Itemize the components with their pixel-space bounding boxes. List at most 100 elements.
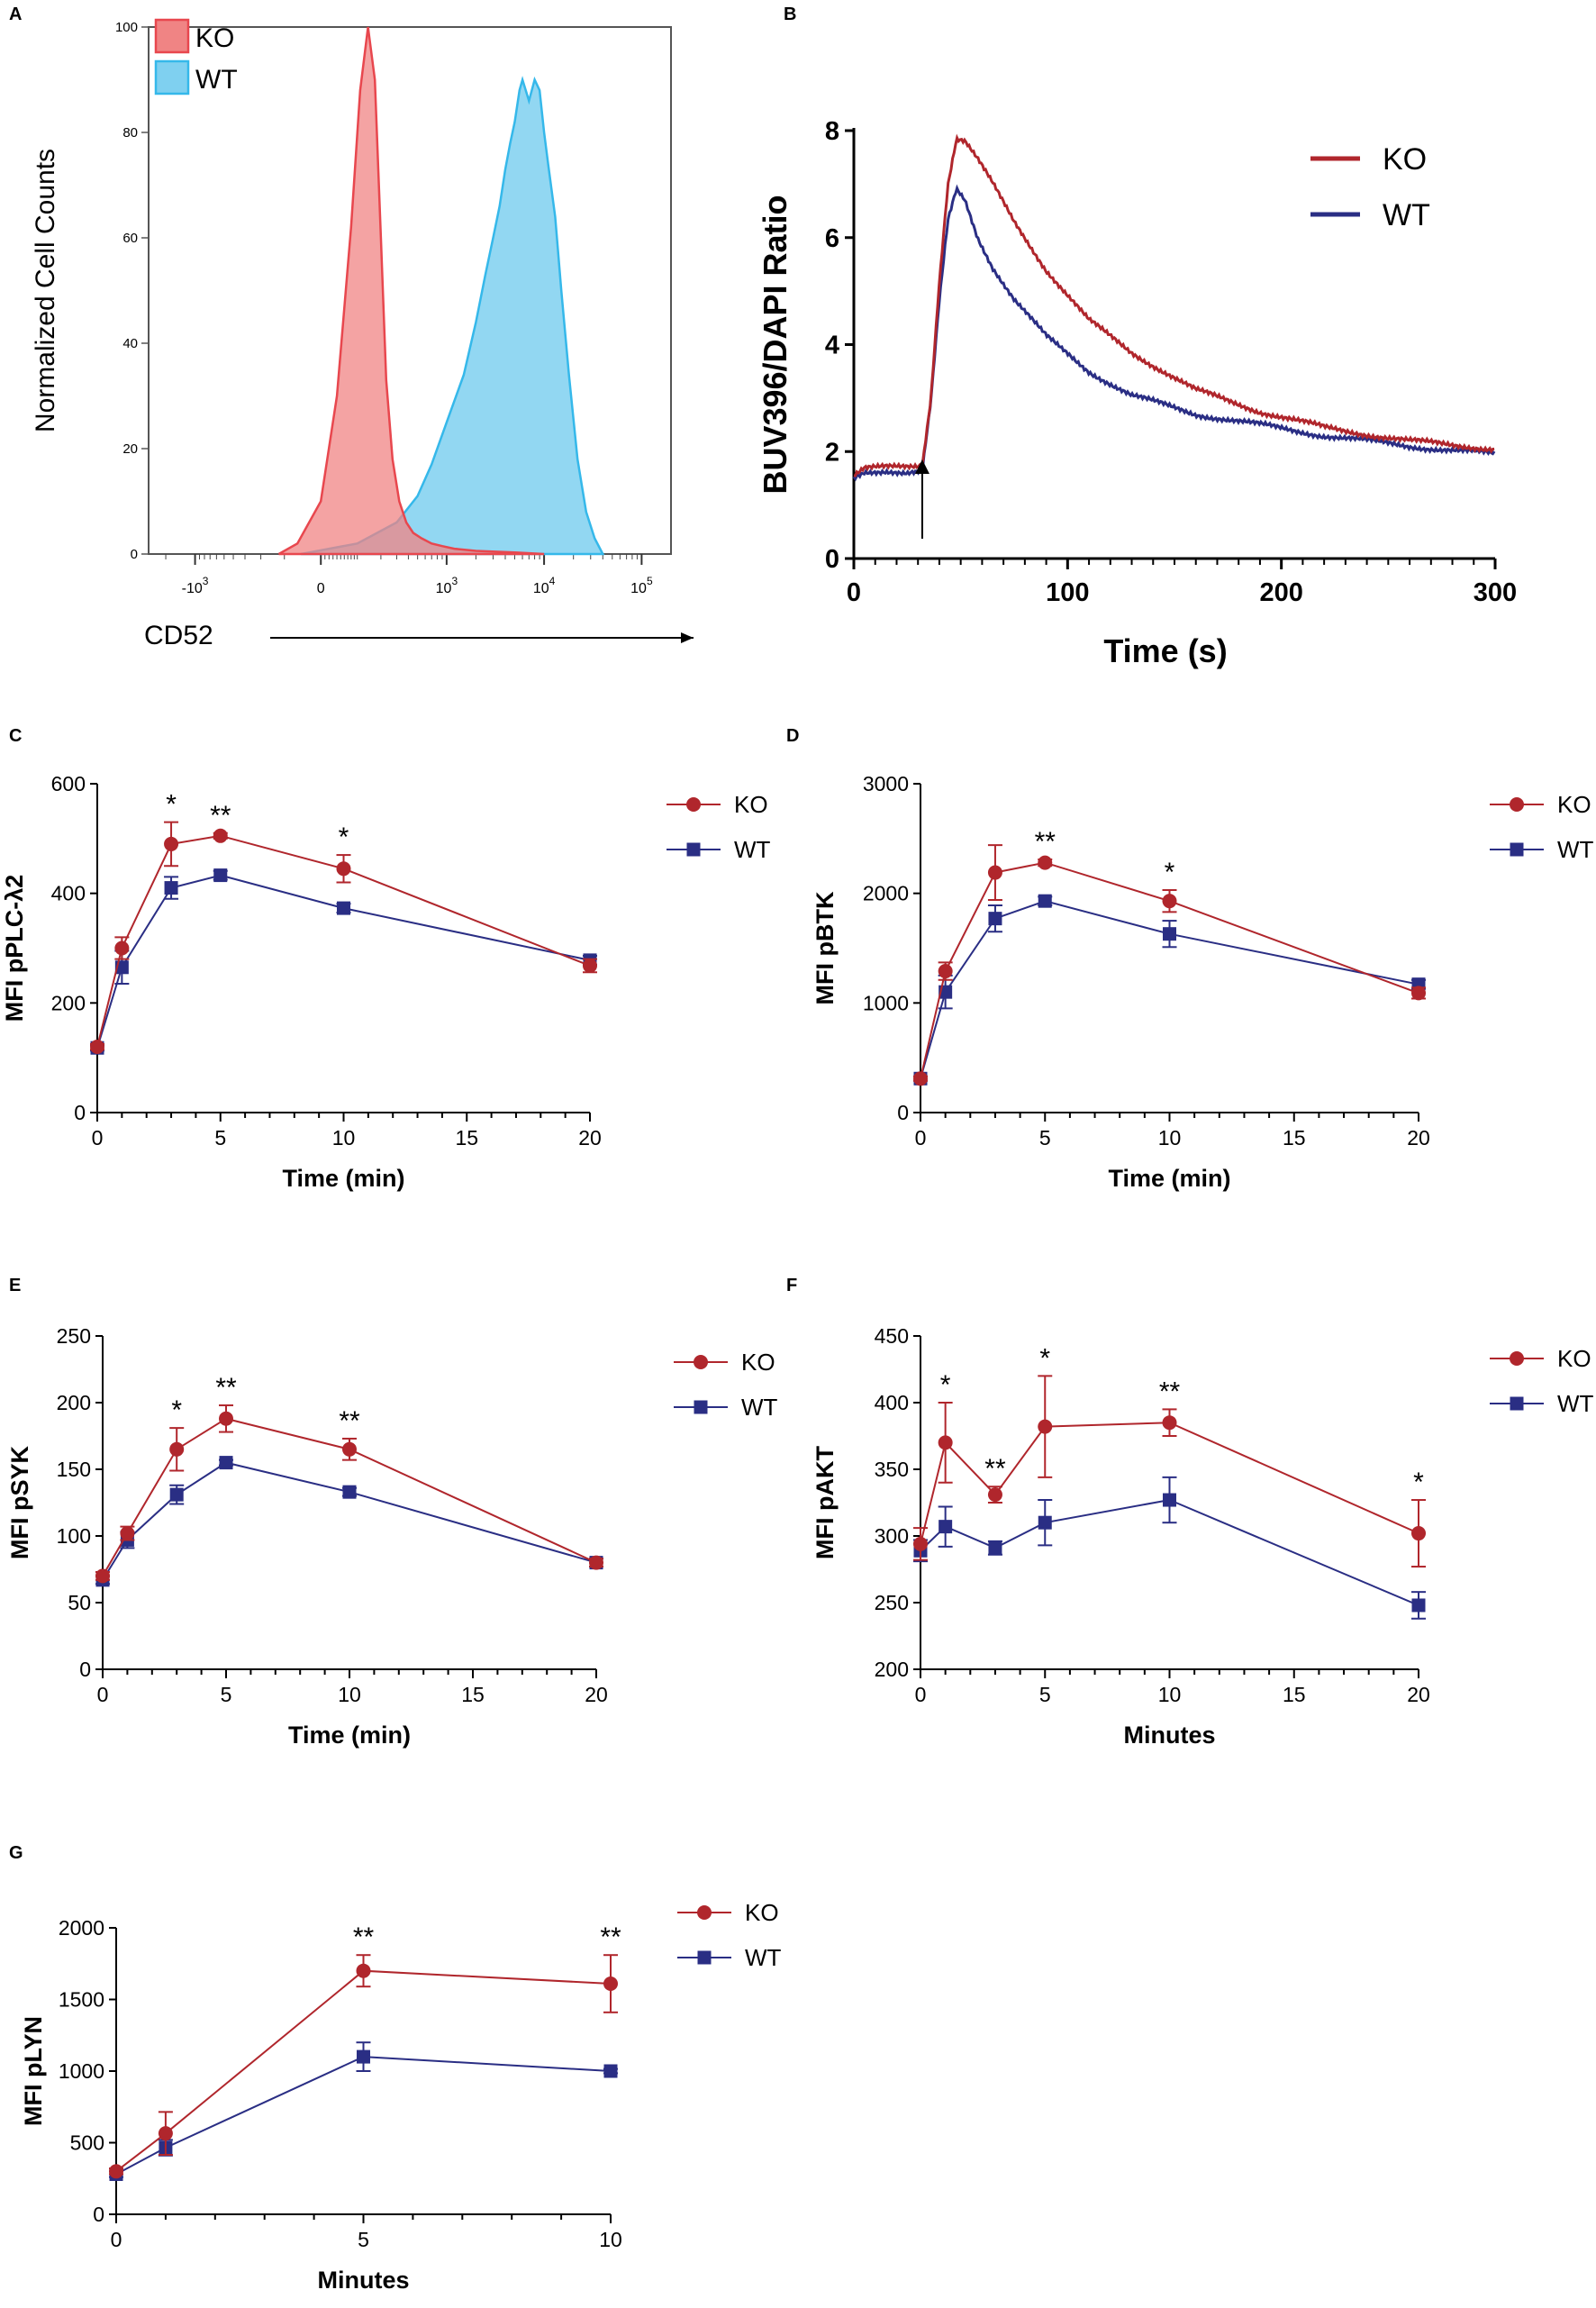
data-point-ko bbox=[1162, 1415, 1177, 1431]
data-point-wt bbox=[164, 881, 178, 895]
significance-marker: ** bbox=[1035, 827, 1056, 857]
data-point-ko bbox=[213, 828, 228, 843]
legend-marker-ko bbox=[697, 1905, 712, 1920]
significance-marker: * bbox=[339, 822, 349, 852]
data-point-wt bbox=[1163, 927, 1176, 941]
series-line-ko bbox=[96, 834, 591, 1048]
y-tick-label: 450 bbox=[875, 1324, 909, 1348]
x-tick-label: 0 bbox=[915, 1683, 927, 1706]
data-point-ko bbox=[1411, 1526, 1426, 1541]
significance-marker: ** bbox=[353, 1922, 375, 1952]
x-tick-label: 300 bbox=[1474, 578, 1517, 607]
x-tick-base: 10 bbox=[533, 581, 549, 596]
y-tick-label: 3000 bbox=[863, 772, 909, 795]
legend-label-ko: KO bbox=[741, 1349, 775, 1376]
y-axis-label: BUV396/DAPI Ratio bbox=[757, 195, 793, 494]
timecourse-panel-g: 0 500 1000 1500 2000 0 5 10 Minutes MFI pLYN ** ** K… bbox=[20, 1899, 782, 2294]
series-line-wt bbox=[96, 874, 591, 1049]
data-point-wt bbox=[219, 1456, 233, 1470]
legend-label-wt: WT bbox=[1557, 836, 1594, 863]
x-tick-label: 5 bbox=[1039, 1126, 1051, 1149]
line-panel-b: 0 2 4 6 8 0 100 200 300 Time (s) BUV396/DAPI Ratio… bbox=[757, 117, 1517, 669]
timecourse-panel-c: 0 200 400 600 0 5 10 15 20 Time (min) MFI pPLC-λ2 *… bbox=[1, 772, 771, 1192]
x-tick-label: 20 bbox=[1407, 1126, 1430, 1149]
x-tick-label: 0 bbox=[92, 1126, 104, 1149]
legend-marker-ko bbox=[694, 1355, 708, 1369]
x-tick-exponent: 3 bbox=[203, 575, 209, 587]
y-tick-label: 0 bbox=[74, 1101, 86, 1124]
x-tick-label: 10 bbox=[332, 1126, 356, 1149]
y-tick-label: 350 bbox=[875, 1458, 909, 1481]
y-tick-label: 0 bbox=[825, 545, 839, 574]
x-tick-label: 200 bbox=[1259, 578, 1302, 607]
x-tick-label: 5 bbox=[358, 2228, 369, 2251]
y-axis-label: MFI pBTK bbox=[812, 891, 839, 1004]
legend-marker-wt bbox=[686, 842, 701, 857]
timecourse-panel-d: 0 1000 2000 3000 0 5 10 15 20 Time (min) MFI pBTK *… bbox=[812, 772, 1594, 1192]
legend-label-wt: WT bbox=[1383, 198, 1430, 232]
x-tick-label: 5 bbox=[214, 1126, 226, 1149]
x-tick-label: 15 bbox=[1283, 1683, 1306, 1706]
x-axis-arrow-head bbox=[681, 632, 694, 643]
y-axis-label: MFI pSYK bbox=[6, 1446, 33, 1559]
legend-marker-wt bbox=[694, 1400, 708, 1414]
x-tick-label: 20 bbox=[578, 1126, 602, 1149]
histogram-wt bbox=[300, 76, 605, 556]
x-tick-label: 5 bbox=[1039, 1683, 1051, 1706]
legend-marker-ko bbox=[686, 797, 701, 812]
y-tick-label: 4 bbox=[825, 332, 839, 360]
x-tick-label: 0 bbox=[317, 581, 325, 596]
data-point-ko bbox=[95, 1568, 110, 1584]
significance-marker: ** bbox=[984, 1454, 1006, 1484]
x-tick-label: 0 bbox=[915, 1126, 927, 1149]
y-tick-label: 300 bbox=[875, 1524, 909, 1548]
panel-letter-g: G bbox=[9, 1843, 23, 1863]
legend-label-wt: WT bbox=[195, 65, 238, 95]
panel-letter-d: D bbox=[786, 726, 799, 746]
panel-letter-f: F bbox=[786, 1276, 797, 1295]
histogram-ko bbox=[277, 26, 545, 556]
data-point-wt bbox=[988, 1540, 1002, 1555]
data-point-wt bbox=[169, 1487, 184, 1502]
y-tick-label: 2000 bbox=[863, 882, 909, 905]
significance-marker: * bbox=[166, 790, 177, 820]
legend-label-ko: KO bbox=[1557, 1345, 1591, 1372]
significance-marker: ** bbox=[215, 1373, 237, 1403]
x-tick-base: 0 bbox=[317, 581, 325, 596]
x-axis-label: Minutes bbox=[317, 2267, 409, 2294]
y-axis-label: Normalized Cell Counts bbox=[31, 149, 60, 432]
data-point-ko bbox=[987, 1487, 1002, 1503]
y-tick-label: 600 bbox=[51, 772, 86, 795]
y-tick-label: 2000 bbox=[59, 1916, 104, 1940]
data-point-ko bbox=[109, 2164, 123, 2179]
data-point-wt bbox=[988, 912, 1002, 926]
y-tick-label: 60 bbox=[122, 231, 138, 246]
data-point-ko bbox=[164, 836, 179, 851]
x-axis-label: Minutes bbox=[1123, 1722, 1215, 1749]
data-point-ko bbox=[1038, 855, 1053, 870]
x-tick-label: 0 bbox=[847, 578, 861, 607]
data-point-ko bbox=[913, 1536, 928, 1551]
stimulation-arrow-head bbox=[914, 459, 929, 474]
y-tick-label: 1000 bbox=[59, 2059, 104, 2083]
data-point-wt bbox=[213, 868, 228, 883]
legend-label-wt: WT bbox=[1557, 1390, 1594, 1417]
data-point-wt bbox=[939, 1520, 953, 1534]
significance-marker: ** bbox=[210, 801, 231, 831]
data-point-wt bbox=[1163, 1493, 1176, 1507]
x-tick-base: 10 bbox=[630, 581, 647, 596]
data-point-ko bbox=[90, 1040, 104, 1054]
data-point-ko bbox=[120, 1526, 135, 1541]
x-tick-base: -10 bbox=[182, 581, 203, 596]
significance-marker: * bbox=[1165, 858, 1175, 887]
significance-marker: * bbox=[1413, 1467, 1424, 1497]
legend-marker-wt bbox=[1510, 842, 1524, 857]
y-tick-label: 250 bbox=[875, 1591, 909, 1614]
data-point-ko bbox=[342, 1441, 357, 1457]
data-point-wt bbox=[357, 2049, 370, 2064]
legend-swatch-wt bbox=[154, 59, 190, 95]
y-tick-label: 1500 bbox=[59, 1988, 104, 2012]
y-tick-label: 20 bbox=[122, 441, 138, 457]
series-line-ko bbox=[920, 861, 1419, 1079]
